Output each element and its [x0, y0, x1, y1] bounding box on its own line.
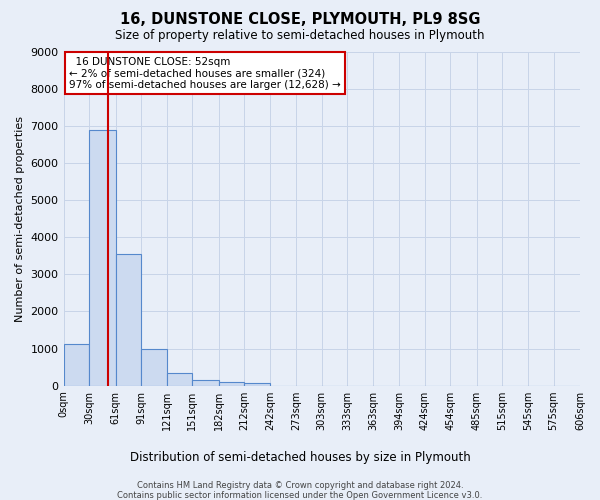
Text: 16, DUNSTONE CLOSE, PLYMOUTH, PL9 8SG: 16, DUNSTONE CLOSE, PLYMOUTH, PL9 8SG — [120, 12, 480, 28]
Bar — [192, 380, 218, 386]
Bar — [218, 382, 244, 386]
Bar — [116, 254, 141, 386]
Bar — [64, 344, 89, 386]
Bar — [141, 350, 167, 386]
Text: Contains public sector information licensed under the Open Government Licence v3: Contains public sector information licen… — [118, 490, 482, 500]
Bar — [89, 130, 116, 386]
Bar — [244, 382, 270, 386]
Text: Distribution of semi-detached houses by size in Plymouth: Distribution of semi-detached houses by … — [130, 451, 470, 464]
Bar — [167, 374, 192, 386]
Text: Size of property relative to semi-detached houses in Plymouth: Size of property relative to semi-detach… — [115, 29, 485, 42]
Text: Contains HM Land Registry data © Crown copyright and database right 2024.: Contains HM Land Registry data © Crown c… — [137, 482, 463, 490]
Text: 16 DUNSTONE CLOSE: 52sqm  
← 2% of semi-detached houses are smaller (324)
97% of: 16 DUNSTONE CLOSE: 52sqm ← 2% of semi-de… — [69, 56, 340, 90]
Y-axis label: Number of semi-detached properties: Number of semi-detached properties — [15, 116, 25, 322]
